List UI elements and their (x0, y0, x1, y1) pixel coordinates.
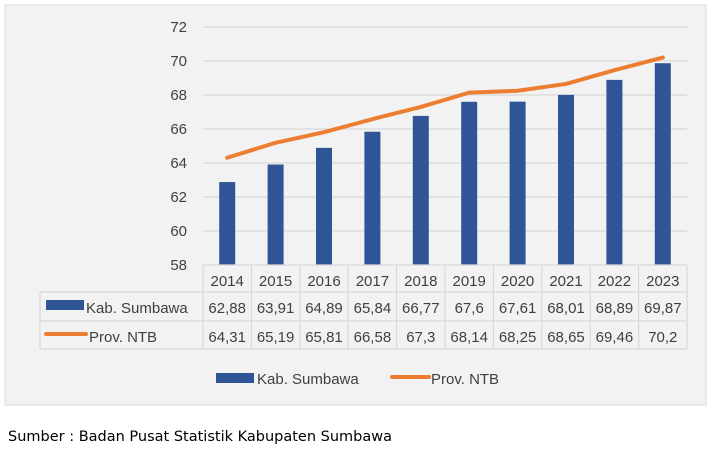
y-tick-label: 66 (170, 121, 187, 138)
data-label: 68,14 (450, 329, 488, 346)
series-label: Kab. Sumbawa (86, 300, 188, 317)
legend-key-kab-sumbawa (216, 373, 254, 383)
x-tick-label: 2014 (211, 273, 244, 290)
data-label: 67,61 (499, 300, 537, 317)
source-note: Sumber : Badan Pusat Statistik Kabupaten… (8, 429, 392, 445)
data-label: 64,31 (208, 329, 246, 346)
x-tick-label: 2020 (501, 273, 534, 290)
x-tick-label: 2017 (356, 273, 389, 290)
data-label: 68,01 (547, 300, 585, 317)
data-label: 65,19 (257, 329, 295, 346)
data-label: 65,84 (354, 300, 392, 317)
y-tick-label: 64 (170, 155, 187, 172)
y-tick-label: 62 (170, 189, 187, 206)
data-label: 68,89 (596, 300, 634, 317)
bar (267, 164, 284, 265)
data-label: 68,25 (499, 329, 537, 346)
y-tick-label: 68 (170, 87, 187, 104)
series-label: Prov. NTB (89, 329, 157, 346)
x-tick-label: 2016 (307, 273, 340, 290)
data-label: 69,46 (596, 329, 634, 346)
bar (461, 101, 478, 265)
line-series (225, 55, 665, 160)
y-tick-label: 60 (170, 223, 187, 240)
legend-label: Kab. Sumbawa (257, 371, 359, 388)
data-label: 67,6 (455, 300, 484, 317)
x-tick-label: 2019 (453, 273, 486, 290)
bar (412, 115, 429, 265)
data-label: 69,87 (644, 300, 682, 317)
data-label: 68,65 (547, 329, 585, 346)
y-tick-label: 58 (170, 257, 187, 274)
data-label: 67,3 (406, 329, 435, 346)
data-label: 66,77 (402, 300, 440, 317)
data-label: 65,81 (305, 329, 343, 346)
data-label: 66,58 (354, 329, 392, 346)
x-tick-label: 2021 (549, 273, 582, 290)
bar (316, 147, 332, 265)
data-label: 62,88 (208, 300, 246, 317)
chart-area (4, 4, 707, 406)
legend-label: Prov. NTB (431, 371, 499, 388)
data-label: 64,89 (305, 300, 343, 317)
data-label: 63,91 (257, 300, 295, 317)
bar (509, 101, 526, 265)
bar (364, 131, 381, 265)
bar (219, 182, 236, 265)
legend-key-kab-sumbawa (46, 300, 84, 310)
x-tick-label: 2018 (404, 273, 437, 290)
x-tick-label: 2022 (598, 273, 631, 290)
bar (606, 79, 623, 266)
bar (558, 94, 574, 265)
y-tick-label: 70 (170, 53, 187, 70)
y-tick-label: 72 (170, 19, 187, 36)
data-label: 70,2 (648, 329, 677, 346)
x-tick-label: 2015 (259, 273, 292, 290)
bar (654, 63, 671, 266)
x-tick-label: 2023 (646, 273, 679, 290)
